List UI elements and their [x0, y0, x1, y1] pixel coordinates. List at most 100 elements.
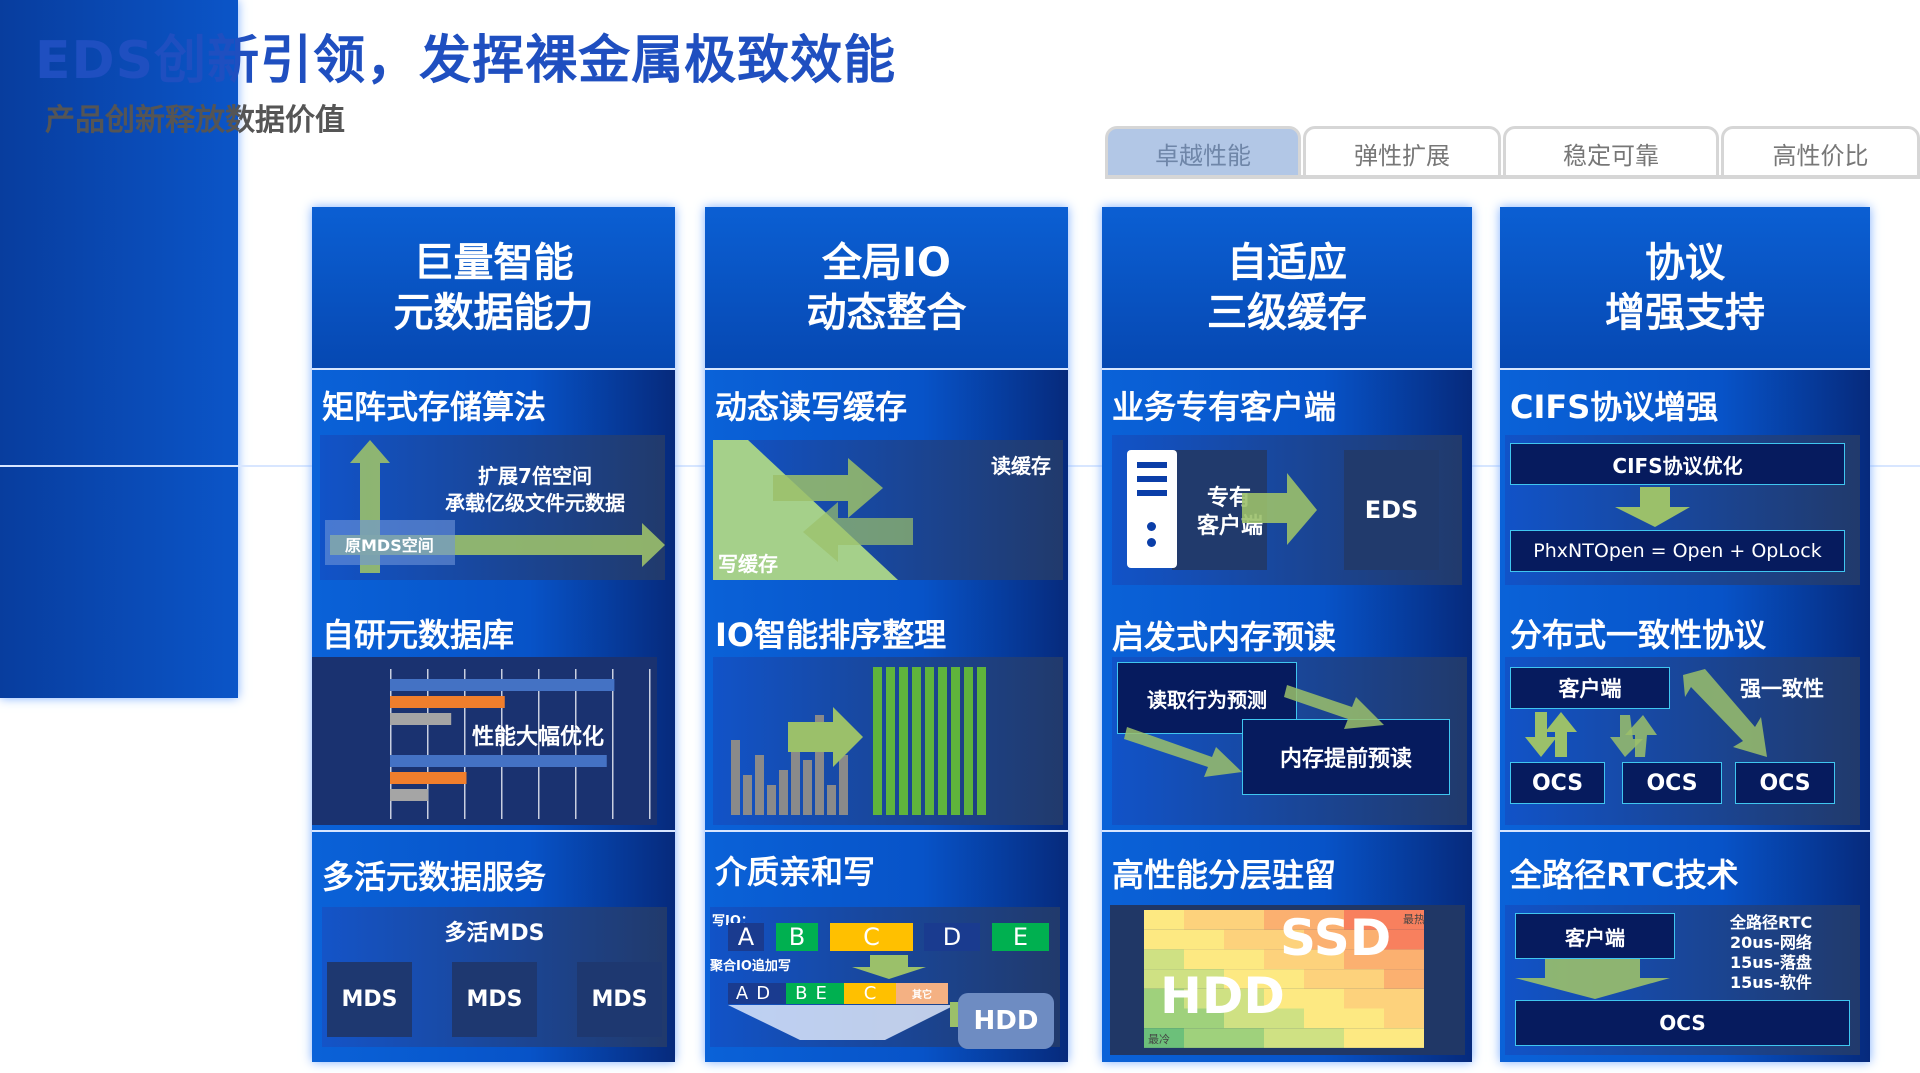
chart-gridline — [538, 669, 540, 819]
heat-cell — [1344, 910, 1384, 930]
heat-cell — [1184, 949, 1224, 970]
heat-cell — [1224, 1028, 1264, 1048]
section-title: 全路径RTC技术 — [1510, 856, 1739, 894]
client-diagram: 专有 客户端 EDS — [1112, 435, 1462, 585]
io-bar-unsorted — [815, 715, 824, 815]
read-cache-label: 读缓存 — [991, 454, 1051, 478]
io-bar-sorted — [912, 667, 921, 815]
heat-cell — [1304, 988, 1344, 1009]
column-header: 全局IO 动态整合 — [705, 207, 1068, 368]
section-title: CIFS协议增强 — [1510, 388, 1719, 426]
section-title: 分布式一致性协议 — [1510, 616, 1767, 654]
section-title: 高性能分层驻留 — [1112, 856, 1337, 894]
chart-gridline — [575, 669, 577, 819]
ocs-node: OCS — [1735, 762, 1835, 804]
io-bar-unsorted — [731, 740, 740, 815]
heat-cell — [1384, 929, 1424, 950]
heat-cell — [1144, 929, 1184, 950]
section-title: 多活元数据服务 — [322, 858, 547, 896]
chart-gridline — [501, 669, 503, 819]
client-box: 客户端 — [1515, 913, 1675, 959]
io-bar-unsorted — [803, 760, 812, 815]
heat-cell — [1264, 910, 1304, 930]
consistency-diagram: 客户端 强一致性 OCS OCS OCS — [1505, 657, 1860, 825]
io-bar-unsorted — [767, 785, 776, 815]
tab-elastic[interactable]: 弹性扩展 — [1303, 126, 1501, 178]
io-bar-sorted — [964, 667, 973, 815]
merged-block: 其它 — [896, 983, 948, 1004]
section-title: 介质亲和写 — [715, 853, 876, 891]
heat-cell — [1344, 949, 1384, 970]
io-block: A — [728, 923, 764, 951]
rw-cache-diagram: 读缓存 写缓存 — [713, 440, 1063, 580]
heat-cell — [1224, 910, 1264, 930]
chart-bar — [390, 679, 615, 691]
chart-bar — [390, 772, 467, 784]
heat-cell — [1264, 1008, 1304, 1029]
chart-gridline — [612, 669, 614, 819]
chart-bar — [390, 789, 429, 801]
heat-cell — [1184, 1028, 1224, 1048]
heat-cell — [1184, 1008, 1224, 1029]
section-title: 动态读写缓存 — [715, 388, 908, 426]
phxntopen-box: PhxNTOpen = Open + OpLock — [1510, 530, 1845, 572]
io-bar-unsorted — [743, 775, 752, 815]
heat-cell — [1144, 910, 1184, 930]
heat-cell — [1184, 969, 1224, 989]
heat-cell — [1264, 988, 1304, 1009]
prefetch-arrows-icon — [1124, 685, 1384, 777]
io-bar-sorted — [951, 667, 960, 815]
tab-cost[interactable]: 高性价比 — [1721, 126, 1920, 178]
io-block: B — [776, 923, 818, 951]
heat-cell — [1264, 929, 1304, 950]
cifs-diagram: CIFS协议优化 PhxNTOpen = Open + OpLock — [1505, 435, 1860, 585]
ocs-node: OCS — [1622, 762, 1722, 804]
sync-arrows-icon — [1525, 669, 1767, 757]
io-block: D — [924, 923, 980, 951]
heat-cell — [1304, 910, 1344, 930]
tab-performance[interactable]: 卓越性能 — [1105, 126, 1301, 178]
ocs-box: OCS — [1515, 1000, 1850, 1046]
io-bar-unsorted — [755, 755, 764, 815]
chart-gridline — [390, 669, 392, 819]
left-category-panel: 极低 数据时延 + 极速 数据处理 极致 硬件亲和 — [0, 0, 1920, 698]
io-bar-sorted — [899, 667, 908, 815]
server-icon — [1127, 450, 1177, 568]
arrow-down-icon — [1615, 487, 1690, 527]
client-box: 客户端 — [1510, 667, 1670, 709]
tab-reliable[interactable]: 稳定可靠 — [1503, 126, 1719, 178]
heat-cell — [1384, 1008, 1424, 1029]
io-sort-diagram — [713, 657, 1063, 825]
eds-box: EDS — [1344, 450, 1439, 570]
merged-block: C — [844, 983, 896, 1004]
chart-bar — [390, 755, 607, 767]
memory-prefetch-box: 内存提前预读 — [1242, 719, 1450, 795]
merge-arrows-icon — [728, 955, 980, 1040]
column-header: 自适应 三级缓存 — [1102, 207, 1472, 368]
heat-cell — [1144, 988, 1184, 1009]
heat-cell — [1344, 1008, 1384, 1029]
heat-cell — [1264, 969, 1304, 989]
matrix-diagram: 原MDS空间 扩展7倍空间 承载亿级文件元数据 — [320, 435, 665, 580]
tiering-heatmap: SSD HDD 最热 最冷 — [1110, 905, 1465, 1055]
category-label: 极低 — [920, 88, 1000, 134]
heat-cell — [1384, 1028, 1424, 1048]
column-adaptive-cache: 自适应 三级缓存 业务专有客户端 专有 客户端 EDS 启发式内存预读 读取行为预… — [1102, 207, 1472, 1062]
heat-cell — [1144, 969, 1184, 989]
multi-active-mds: 多活MDS MDS MDS MDS — [322, 907, 667, 1047]
column-protocol: 协议 增强支持 CIFS协议增强 CIFS协议优化 PhxNTOpen = Ope… — [1500, 207, 1870, 1062]
heat-cell — [1384, 949, 1424, 970]
category-label: 数据时延 — [880, 140, 1040, 186]
io-bar-sorted — [873, 667, 882, 815]
heat-cell — [1304, 929, 1344, 950]
heat-cell — [1344, 969, 1384, 989]
chart-gridline — [649, 669, 651, 819]
mds-node: MDS — [452, 962, 537, 1037]
coldest-label: 最冷 — [1148, 1033, 1170, 1046]
heat-cell — [1224, 969, 1264, 989]
section-title: 业务专有客户端 — [1112, 388, 1337, 426]
column-header: 协议 增强支持 — [1500, 207, 1870, 368]
hdd-target: HDD — [958, 993, 1054, 1049]
